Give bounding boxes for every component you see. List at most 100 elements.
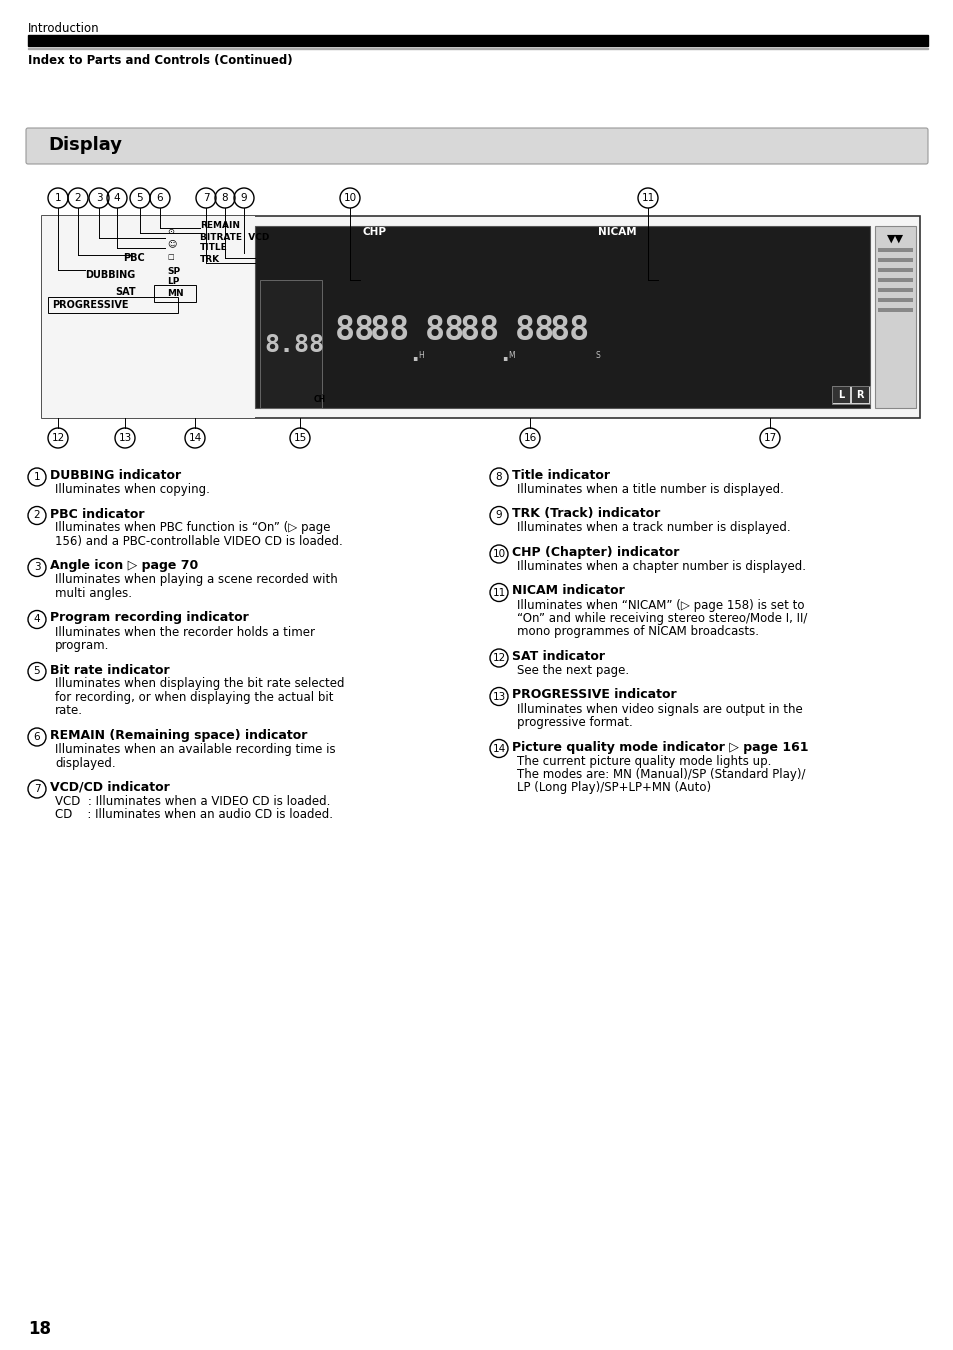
Text: Picture quality mode indicator ▷ page 161: Picture quality mode indicator ▷ page 16… bbox=[512, 741, 807, 753]
Text: 17: 17 bbox=[762, 433, 776, 443]
Bar bbox=[877, 278, 912, 282]
Bar bbox=[832, 387, 849, 404]
Text: 14: 14 bbox=[188, 433, 201, 443]
Text: 7: 7 bbox=[33, 784, 40, 794]
Text: displayed.: displayed. bbox=[55, 756, 115, 770]
Text: Illuminates when “NICAM” (▷ page 158) is set to: Illuminates when “NICAM” (▷ page 158) is… bbox=[517, 598, 803, 612]
Text: Display: Display bbox=[48, 136, 122, 154]
Bar bbox=[877, 258, 912, 262]
Text: 88: 88 bbox=[515, 313, 555, 347]
Text: SAT: SAT bbox=[115, 288, 135, 297]
Text: 88: 88 bbox=[370, 313, 410, 347]
Text: 13: 13 bbox=[118, 433, 132, 443]
Text: multi angles.: multi angles. bbox=[55, 587, 132, 599]
Text: 5: 5 bbox=[33, 667, 40, 676]
Text: PROGRESSIVE: PROGRESSIVE bbox=[52, 300, 129, 310]
Text: 14: 14 bbox=[492, 744, 505, 753]
Text: REMAIN (Remaining space) indicator: REMAIN (Remaining space) indicator bbox=[50, 729, 307, 742]
Text: MN: MN bbox=[167, 289, 183, 297]
Bar bbox=[877, 308, 912, 312]
Text: PROGRESSIVE indicator: PROGRESSIVE indicator bbox=[512, 688, 676, 702]
Text: Introduction: Introduction bbox=[28, 22, 99, 35]
Text: 88: 88 bbox=[459, 313, 499, 347]
Text: 10: 10 bbox=[343, 193, 356, 202]
Text: Program recording indicator: Program recording indicator bbox=[50, 612, 249, 625]
Text: 5: 5 bbox=[136, 193, 143, 202]
Text: progressive format.: progressive format. bbox=[517, 716, 632, 729]
Text: LP: LP bbox=[167, 278, 179, 286]
Text: 88: 88 bbox=[424, 313, 465, 347]
Bar bbox=[28, 35, 927, 46]
Bar bbox=[877, 298, 912, 302]
Text: 1: 1 bbox=[54, 193, 61, 202]
Text: VCD/CD indicator: VCD/CD indicator bbox=[50, 782, 170, 794]
Text: 88: 88 bbox=[335, 313, 375, 347]
Text: 10: 10 bbox=[492, 549, 505, 559]
Bar bbox=[877, 248, 912, 252]
Text: “On” and while receiving stereo stereo/Mode I, II/: “On” and while receiving stereo stereo/M… bbox=[517, 612, 806, 625]
Text: 13: 13 bbox=[492, 691, 505, 702]
Text: 11: 11 bbox=[640, 193, 654, 202]
Text: 11: 11 bbox=[492, 587, 505, 598]
Text: Illuminates when playing a scene recorded with: Illuminates when playing a scene recorde… bbox=[55, 574, 337, 586]
Text: SP: SP bbox=[167, 266, 180, 275]
Bar bbox=[877, 269, 912, 271]
Text: 16: 16 bbox=[523, 433, 536, 443]
Text: Angle icon ▷ page 70: Angle icon ▷ page 70 bbox=[50, 559, 198, 572]
Text: .: . bbox=[408, 346, 421, 365]
Text: Illuminates when copying.: Illuminates when copying. bbox=[55, 483, 210, 495]
Text: 3: 3 bbox=[95, 193, 102, 202]
Text: 8: 8 bbox=[496, 472, 502, 482]
Text: 6: 6 bbox=[156, 193, 163, 202]
Text: SAT indicator: SAT indicator bbox=[512, 649, 604, 663]
Text: mono programmes of NICAM broadcasts.: mono programmes of NICAM broadcasts. bbox=[517, 625, 759, 639]
Text: TRK (Track) indicator: TRK (Track) indicator bbox=[512, 508, 659, 521]
Text: R: R bbox=[856, 390, 862, 400]
Text: 156) and a PBC-controllable VIDEO CD is loaded.: 156) and a PBC-controllable VIDEO CD is … bbox=[55, 535, 342, 548]
Text: Title indicator: Title indicator bbox=[512, 468, 609, 482]
Text: .: . bbox=[497, 346, 511, 365]
Text: L: L bbox=[837, 390, 843, 400]
Text: 8.88: 8.88 bbox=[264, 333, 324, 356]
Text: 4: 4 bbox=[33, 614, 40, 625]
Text: ☺: ☺ bbox=[167, 239, 176, 248]
Text: 6: 6 bbox=[33, 732, 40, 742]
Text: VCD  : Illuminates when a VIDEO CD is loaded.: VCD : Illuminates when a VIDEO CD is loa… bbox=[55, 795, 330, 809]
Text: TITLE: TITLE bbox=[200, 243, 228, 252]
Bar bbox=[48, 297, 178, 313]
Text: 7: 7 bbox=[202, 193, 209, 202]
Text: 8: 8 bbox=[221, 193, 228, 202]
Text: ▼▼: ▼▼ bbox=[885, 234, 902, 244]
Text: CH: CH bbox=[314, 396, 326, 404]
Bar bbox=[851, 387, 868, 404]
Bar bbox=[260, 279, 322, 408]
Text: TRK: TRK bbox=[200, 255, 220, 263]
Text: S: S bbox=[596, 351, 600, 359]
Bar bbox=[874, 225, 915, 408]
Text: 9: 9 bbox=[240, 193, 247, 202]
Text: 15: 15 bbox=[294, 433, 306, 443]
Text: for recording, or when displaying the actual bit: for recording, or when displaying the ac… bbox=[55, 691, 334, 703]
Text: The current picture quality mode lights up.: The current picture quality mode lights … bbox=[517, 755, 771, 768]
Bar bbox=[42, 216, 919, 418]
Bar bbox=[877, 288, 912, 292]
Text: CHP: CHP bbox=[363, 227, 387, 238]
Text: PBC indicator: PBC indicator bbox=[50, 508, 144, 521]
Text: Illuminates when a title number is displayed.: Illuminates when a title number is displ… bbox=[517, 483, 783, 495]
Text: 88: 88 bbox=[550, 313, 590, 347]
Text: program.: program. bbox=[55, 639, 110, 652]
Text: PBC: PBC bbox=[123, 252, 145, 263]
Text: 1: 1 bbox=[33, 472, 40, 482]
Text: 2: 2 bbox=[33, 510, 40, 521]
Text: Illuminates when video signals are output in the: Illuminates when video signals are outpu… bbox=[517, 702, 801, 716]
Text: Illuminates when displaying the bit rate selected: Illuminates when displaying the bit rate… bbox=[55, 678, 344, 690]
Text: Illuminates when the recorder holds a timer: Illuminates when the recorder holds a ti… bbox=[55, 625, 314, 639]
Text: NICAM indicator: NICAM indicator bbox=[512, 585, 624, 598]
Text: 2: 2 bbox=[74, 193, 81, 202]
Text: See the next page.: See the next page. bbox=[517, 664, 628, 676]
Text: Illuminates when a chapter number is displayed.: Illuminates when a chapter number is dis… bbox=[517, 560, 805, 572]
Text: 18: 18 bbox=[28, 1320, 51, 1338]
Text: 4: 4 bbox=[113, 193, 120, 202]
Bar bbox=[254, 225, 869, 408]
Text: CD    : Illuminates when an audio CD is loaded.: CD : Illuminates when an audio CD is loa… bbox=[55, 809, 333, 822]
